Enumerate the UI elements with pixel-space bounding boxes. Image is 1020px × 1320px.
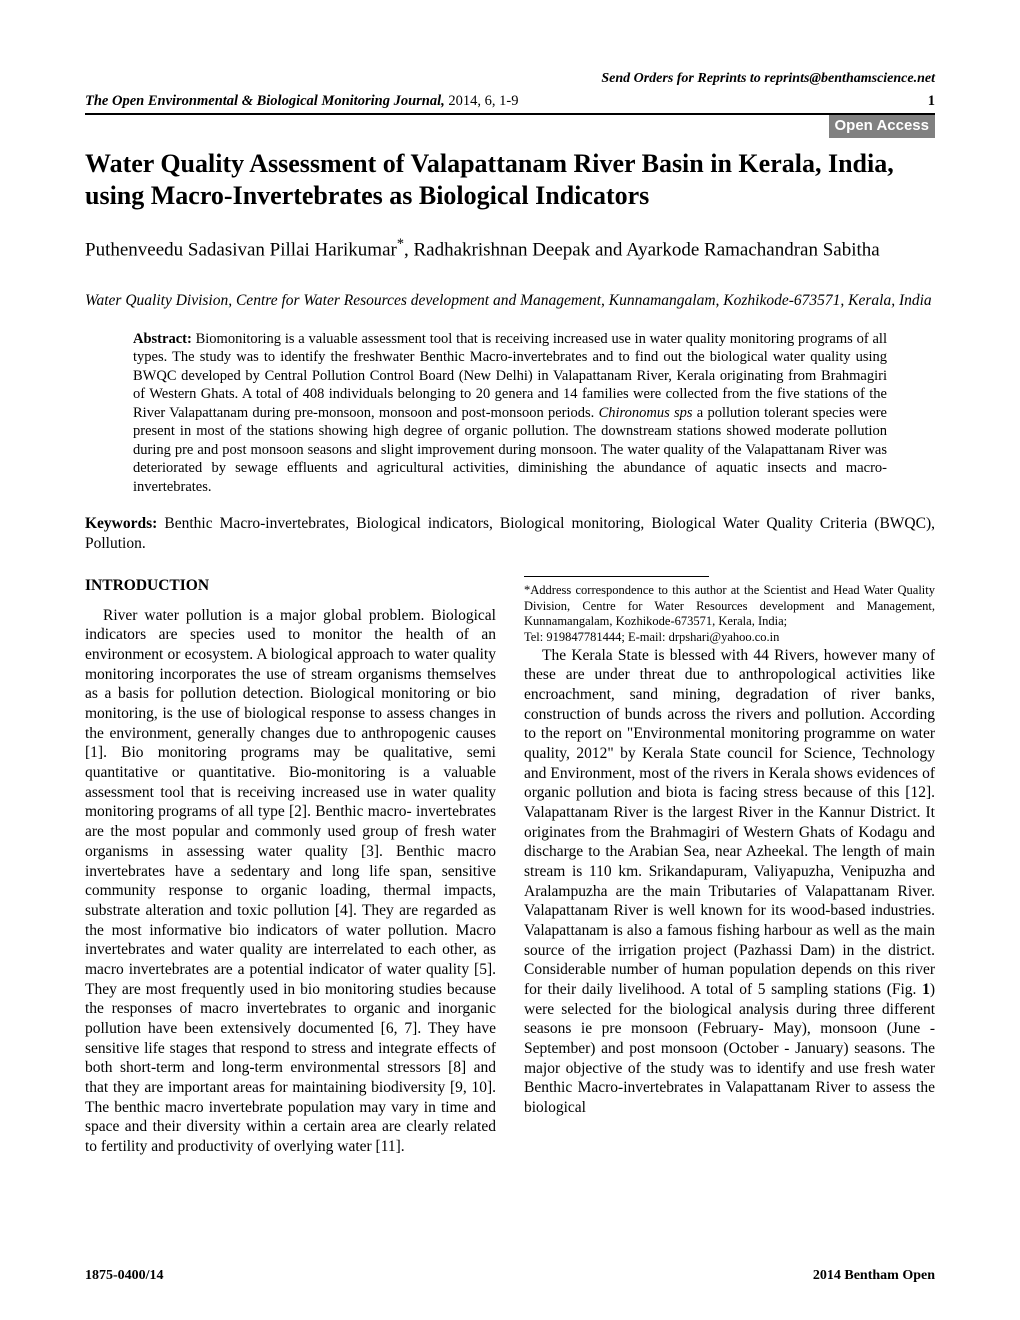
footnote-rule bbox=[524, 576, 709, 577]
keywords-line: Keywords: Benthic Macro-invertebrates, B… bbox=[85, 514, 935, 554]
abstract-block: Abstract: Biomonitoring is a valuable as… bbox=[133, 330, 887, 497]
body-columns: INTRODUCTION River water pollution is a … bbox=[85, 576, 935, 1156]
open-access-wrap: Open Access bbox=[85, 115, 935, 138]
footer-issn: 1875-0400/14 bbox=[85, 1267, 164, 1284]
footnote-contact: Tel: 919847781444; E-mail: drpshari@yaho… bbox=[524, 630, 935, 646]
body-p2-a: The Kerala State is blessed with 44 Rive… bbox=[524, 647, 935, 998]
section-heading-introduction: INTRODUCTION bbox=[85, 576, 496, 596]
journal-name: The Open Environmental & Biological Moni… bbox=[85, 93, 445, 109]
keywords-text: Benthic Macro-invertebrates, Biological … bbox=[85, 515, 935, 552]
body-paragraph-1: River water pollution is a major global … bbox=[85, 606, 496, 1157]
page-number-top: 1 bbox=[928, 93, 935, 111]
fig-ref-1: 1 bbox=[922, 981, 930, 998]
author-pre: Puthenveedu Sadasivan Pillai Harikumar bbox=[85, 240, 397, 261]
authors-line: Puthenveedu Sadasivan Pillai Harikumar*,… bbox=[85, 235, 935, 263]
journal-header-line: The Open Environmental & Biological Moni… bbox=[85, 93, 935, 111]
body-paragraph-2: The Kerala State is blessed with 44 Rive… bbox=[524, 646, 935, 1118]
affiliation: Water Quality Division, Centre for Water… bbox=[85, 291, 935, 311]
footnote-address: *Address correspondence to this author a… bbox=[524, 583, 935, 630]
journal-year-vol: 2014, 6, 1-9 bbox=[445, 93, 519, 109]
page-footer: 1875-0400/14 2014 Bentham Open bbox=[0, 1267, 1020, 1284]
body-p2-b: ) were selected for the biological analy… bbox=[524, 981, 935, 1116]
reprint-notice: Send Orders for Reprints to reprints@ben… bbox=[85, 70, 935, 87]
keywords-label: Keywords: bbox=[85, 515, 164, 532]
open-access-badge: Open Access bbox=[829, 115, 936, 138]
footer-publisher: 2014 Bentham Open bbox=[813, 1267, 935, 1284]
article-title: Water Quality Assessment of Valapattanam… bbox=[85, 148, 935, 211]
abstract-species-italic: Chironomus sps bbox=[599, 405, 693, 421]
journal-name-year: The Open Environmental & Biological Moni… bbox=[85, 93, 518, 111]
abstract-label: Abstract: bbox=[133, 331, 196, 347]
author-post: , Radhakrishnan Deepak and Ayarkode Rama… bbox=[404, 240, 880, 261]
author-corresp-mark: * bbox=[397, 236, 404, 252]
